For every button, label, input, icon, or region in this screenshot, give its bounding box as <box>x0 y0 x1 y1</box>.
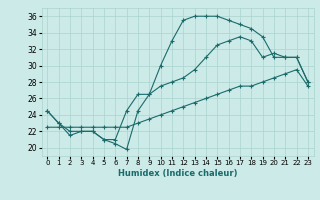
X-axis label: Humidex (Indice chaleur): Humidex (Indice chaleur) <box>118 169 237 178</box>
